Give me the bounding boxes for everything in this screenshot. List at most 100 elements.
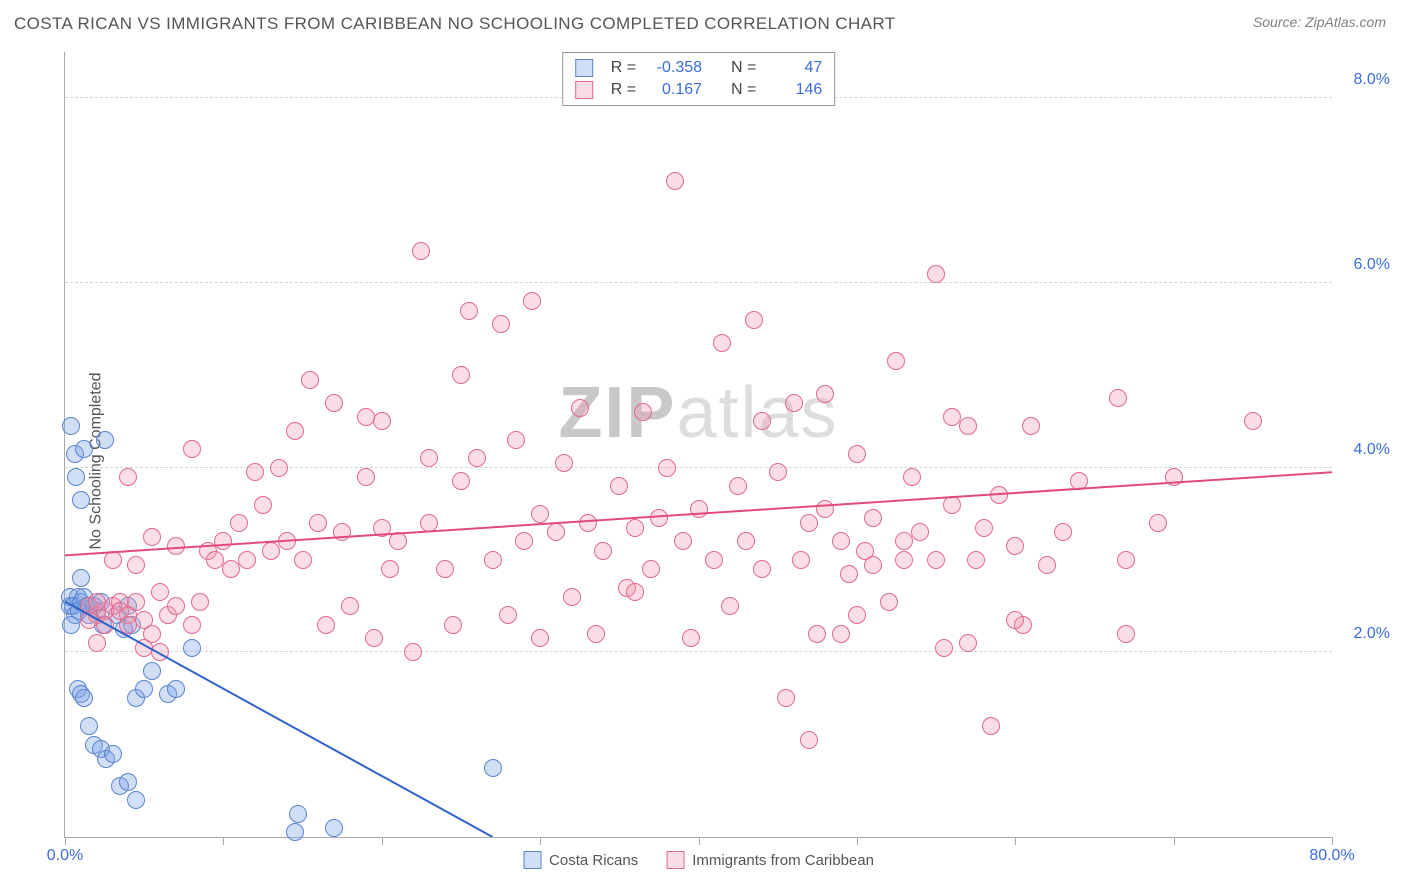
scatter-point (555, 454, 573, 472)
y-tick-label: 4.0% (1354, 441, 1390, 459)
source-attribution: Source: ZipAtlas.com (1253, 14, 1386, 30)
trend-lines (65, 52, 1332, 837)
x-tick (1015, 837, 1016, 845)
scatter-point (832, 625, 850, 643)
scatter-point (531, 629, 549, 647)
scatter-point (1117, 625, 1135, 643)
scatter-point (816, 385, 834, 403)
scatter-point (943, 408, 961, 426)
chart-title: COSTA RICAN VS IMMIGRANTS FROM CARIBBEAN… (14, 14, 896, 34)
scatter-point (911, 523, 929, 541)
scatter-point (262, 542, 280, 560)
n-value-costa-ricans: 47 (766, 59, 822, 77)
scatter-point (943, 496, 961, 514)
scatter-point (167, 597, 185, 615)
scatter-point (80, 717, 98, 735)
scatter-point (499, 606, 517, 624)
scatter-point (412, 242, 430, 260)
x-tick (1174, 837, 1175, 845)
y-tick-label: 6.0% (1354, 256, 1390, 274)
scatter-point (666, 172, 684, 190)
scatter-point (745, 311, 763, 329)
scatter-point (927, 265, 945, 283)
scatter-point (753, 412, 771, 430)
watermark: ZIPatlas (558, 372, 838, 454)
scatter-point (119, 468, 137, 486)
scatter-point (682, 629, 700, 647)
x-tick (1332, 837, 1333, 845)
scatter-point (135, 680, 153, 698)
scatter-point (594, 542, 612, 560)
scatter-point (982, 717, 1000, 735)
scatter-point (444, 616, 462, 634)
scatter-point (111, 602, 129, 620)
scatter-point (1006, 611, 1024, 629)
scatter-point (365, 629, 383, 647)
scatter-point (80, 611, 98, 629)
scatter-point (903, 468, 921, 486)
scatter-point (357, 468, 375, 486)
scatter-point (587, 625, 605, 643)
scatter-point (626, 583, 644, 601)
scatter-point (72, 569, 90, 587)
x-tick (223, 837, 224, 845)
scatter-point (389, 532, 407, 550)
scatter-point (214, 532, 232, 550)
scatter-point (317, 616, 335, 634)
scatter-point (1117, 551, 1135, 569)
scatter-point (769, 463, 787, 481)
x-tick (382, 837, 383, 845)
scatter-point (289, 805, 307, 823)
scatter-point (753, 560, 771, 578)
scatter-point (484, 759, 502, 777)
scatter-point (151, 643, 169, 661)
y-tick-label: 2.0% (1354, 625, 1390, 643)
scatter-point (104, 551, 122, 569)
scatter-point (333, 523, 351, 541)
scatter-point (167, 537, 185, 555)
scatter-point (729, 477, 747, 495)
scatter-point (808, 625, 826, 643)
scatter-point (840, 565, 858, 583)
scatter-point (127, 556, 145, 574)
scatter-point (183, 440, 201, 458)
scatter-point (721, 597, 739, 615)
scatter-point (1070, 472, 1088, 490)
scatter-point (104, 745, 122, 763)
scatter-point (1022, 417, 1040, 435)
scatter-point (222, 560, 240, 578)
scatter-point (626, 519, 644, 537)
scatter-point (832, 532, 850, 550)
scatter-point (286, 422, 304, 440)
x-tick (65, 837, 66, 845)
scatter-point (848, 606, 866, 624)
scatter-point (325, 394, 343, 412)
scatter-point (420, 449, 438, 467)
scatter-point (690, 500, 708, 518)
scatter-point (895, 532, 913, 550)
legend-row-caribbean: R = 0.167 N = 146 (575, 79, 823, 101)
scatter-point (286, 823, 304, 841)
scatter-point (864, 509, 882, 527)
scatter-point (959, 417, 977, 435)
scatter-point (1109, 389, 1127, 407)
scatter-point (705, 551, 723, 569)
scatter-point (642, 560, 660, 578)
scatter-point (1244, 412, 1262, 430)
legend-item-costa-ricans: Costa Ricans (523, 851, 638, 869)
scatter-point (278, 532, 296, 550)
scatter-point (1149, 514, 1167, 532)
scatter-point (880, 593, 898, 611)
scatter-point (75, 689, 93, 707)
scatter-point (777, 689, 795, 707)
scatter-point (1006, 537, 1024, 555)
scatter-point (143, 528, 161, 546)
scatter-point (800, 514, 818, 532)
r-value-costa-ricans: -0.358 (646, 59, 702, 77)
y-tick-label: 8.0% (1354, 71, 1390, 89)
scatter-point (238, 551, 256, 569)
x-tick (540, 837, 541, 845)
scatter-point (420, 514, 438, 532)
scatter-point (468, 449, 486, 467)
legend-row-costa-ricans: R = -0.358 N = 47 (575, 57, 823, 79)
